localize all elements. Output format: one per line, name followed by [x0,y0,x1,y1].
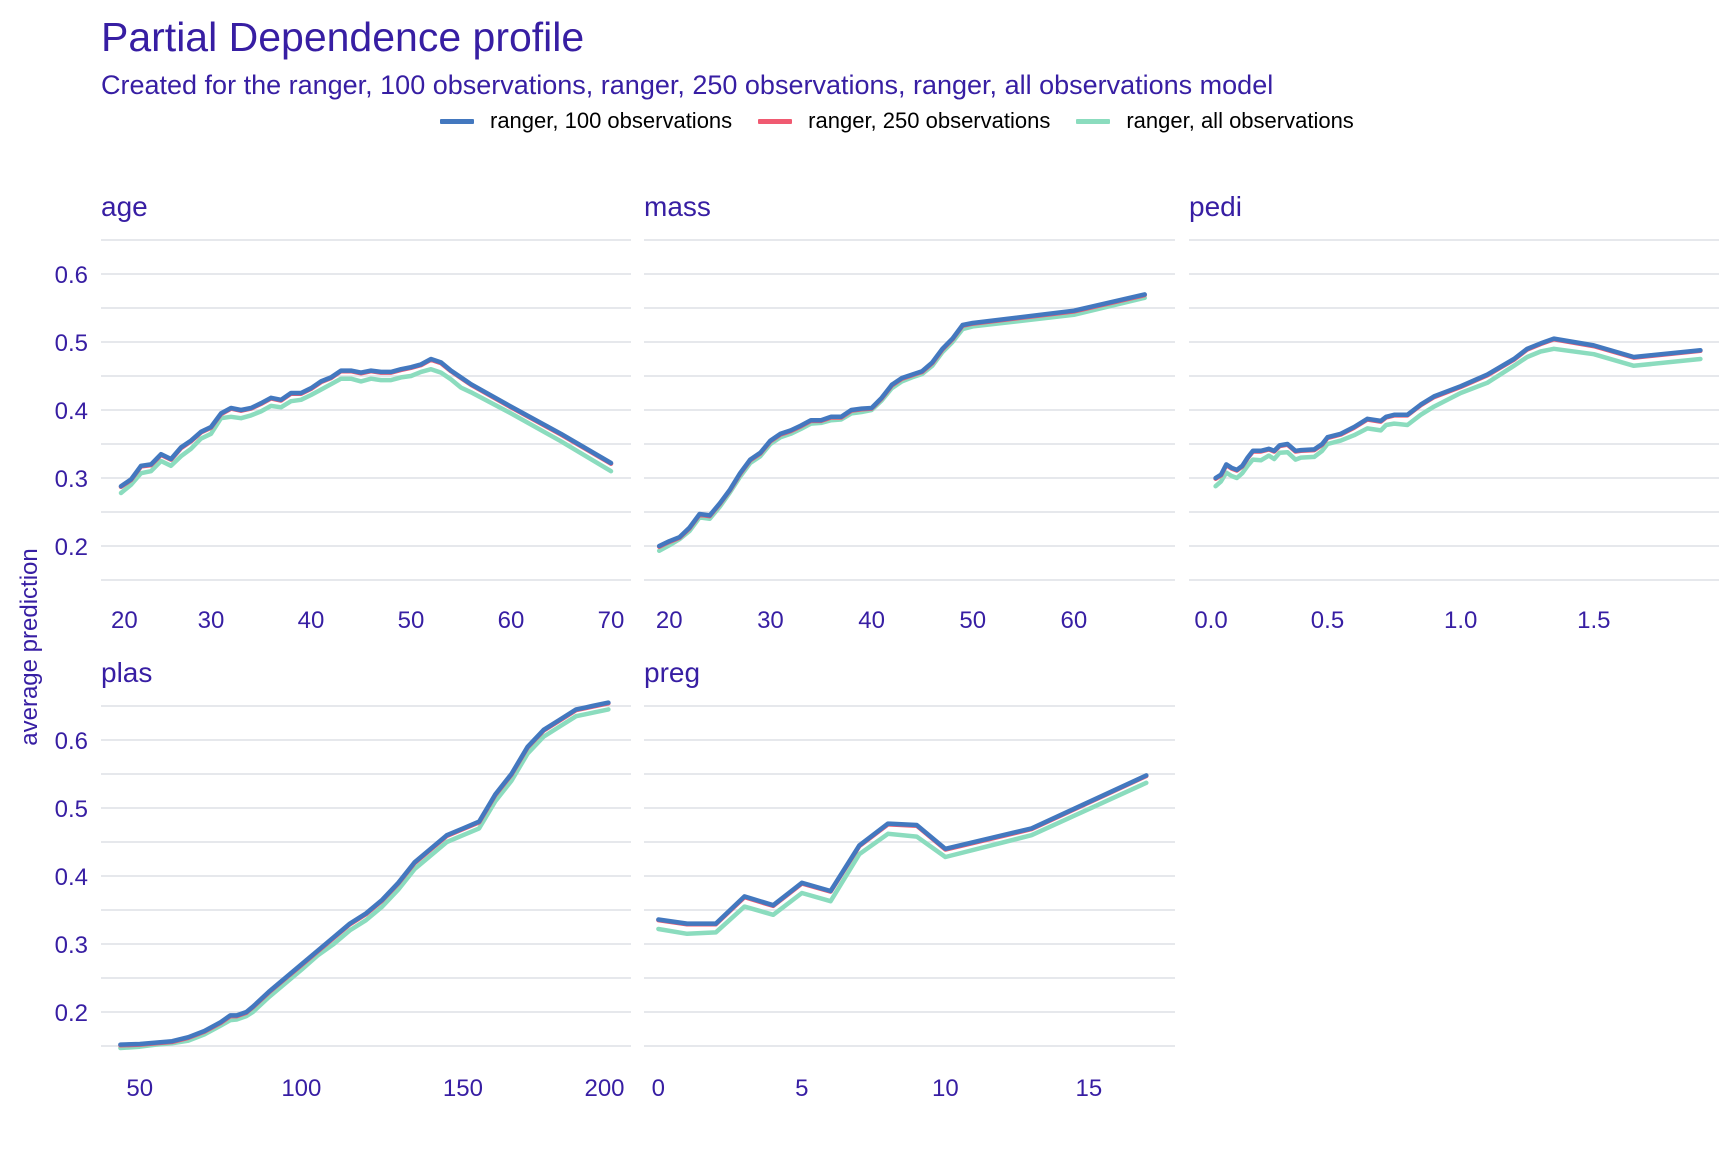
y-tick-label: 0.6 [55,728,88,755]
legend-item-100: ranger, 100 observations [440,108,732,134]
series-line-pedi-0 [1213,336,1703,481]
series-line-pedi-1 [1213,337,1703,481]
panel-title-plas: plas [101,657,152,688]
x-tick-label: 20 [656,607,683,634]
series-line-plas-0 [118,700,611,1047]
y-tick-label: 0.6 [55,262,88,289]
y-tick-label: 0.5 [55,330,88,357]
y-tick-label: 0.2 [55,1000,88,1027]
x-tick-label: 40 [858,607,885,634]
series-line-pedi-2 [1213,346,1703,489]
x-tick-label: 50 [398,607,425,634]
legend-label-all: ranger, all observations [1126,108,1354,133]
x-tick-label: 60 [498,607,525,634]
x-tick-label: 150 [443,1075,483,1102]
panel-mass: mass 20 30 40 50 60 [644,191,1175,634]
x-tick-label: 1.5 [1577,607,1610,634]
x-tick-label: 0.5 [1311,607,1344,634]
x-tick-label: 5 [795,1075,808,1102]
legend-item-all: ranger, all observations [1076,108,1354,134]
x-tick-label: 200 [584,1075,624,1102]
y-tick-label: 0.5 [55,796,88,823]
panel-title-mass: mass [644,191,711,222]
panel-pedi: pedi 0.0 0.5 1.0 1.5 [1189,191,1719,634]
series-line-age-2 [118,366,614,496]
y-tick-label: 0.3 [55,932,88,959]
x-tick-label: 50 [959,607,986,634]
panel-title-age: age [101,191,148,222]
series-line-preg-2 [656,780,1149,937]
series-line-plas-2 [118,707,611,1051]
x-tick-label: 70 [598,607,625,634]
series-line-plas-1 [118,701,611,1048]
x-tick-label: 40 [298,607,325,634]
panel-plas: plas 0.2 0.3 0.4 0.5 0.6 50 100 150 200 [55,657,631,1102]
y-tick-label: 0.4 [55,864,88,891]
panel-title-preg: preg [644,657,700,688]
y-tick-label: 0.4 [55,398,88,425]
x-tick-label: 60 [1061,607,1088,634]
series-line-preg-0 [656,773,1149,926]
x-tick-label: 100 [281,1075,321,1102]
legend: ranger, 100 observations ranger, 250 obs… [440,108,1380,134]
legend-label-100: ranger, 100 observations [490,108,733,133]
legend-item-250: ranger, 250 observations [758,108,1050,134]
x-tick-label: 50 [126,1075,153,1102]
x-tick-label: 10 [932,1075,959,1102]
series-line-mass-2 [656,295,1147,554]
series-line-age-0 [118,356,614,489]
y-tick-label: 0.2 [55,534,88,561]
legend-label-250: ranger, 250 observations [808,108,1051,133]
x-tick-label: 30 [757,607,784,634]
y-tick-label: 0.3 [55,466,88,493]
series-line-preg-1 [656,773,1149,927]
chart-subtitle: Created for the ranger, 100 observations… [101,70,1274,100]
legend-swatch-all [1076,118,1111,124]
series-line-mass-0 [656,292,1147,549]
x-tick-label: 0.0 [1194,607,1227,634]
panel-age: age 0.2 0.3 0.4 0.5 0.6 20 30 40 50 60 70 [55,191,631,634]
chart-title: Partial Dependence profile [101,14,585,60]
x-tick-label: 1.0 [1444,607,1477,634]
legend-swatch-250 [758,118,793,124]
x-tick-label: 20 [111,607,138,634]
x-tick-label: 0 [652,1075,665,1102]
panel-title-pedi: pedi [1189,191,1242,222]
x-tick-label: 15 [1076,1075,1103,1102]
x-tick-label: 30 [198,607,225,634]
panel-preg: preg 0 5 10 15 [644,657,1175,1102]
legend-swatch-100 [440,118,474,124]
series-line-mass-1 [656,292,1147,549]
